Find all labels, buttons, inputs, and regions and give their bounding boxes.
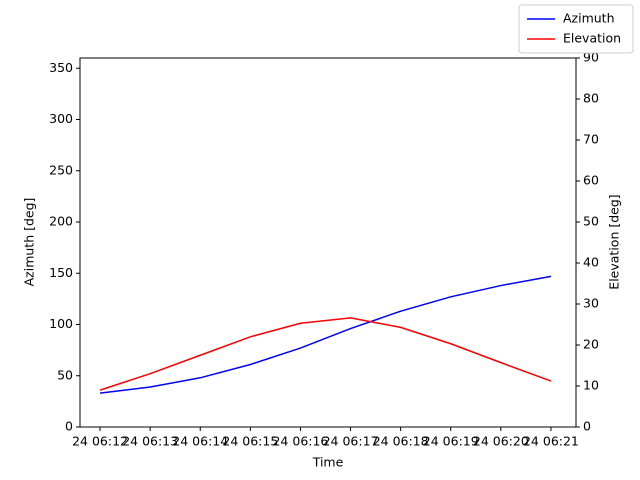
y-tick-label: 0: [65, 419, 73, 434]
x-tick-label: 24 06:16: [272, 434, 328, 449]
y2-tick-label: 50: [583, 214, 599, 229]
line-series: [99, 275, 552, 394]
x-tick-label: 24 06:14: [172, 434, 228, 449]
y2-tick-label: 40: [583, 255, 599, 270]
x-tick-label: 24 06:18: [373, 434, 429, 449]
y-tick-label: 250: [49, 162, 73, 177]
y-tick-label: 50: [57, 367, 73, 382]
plot-frame: [79, 57, 577, 428]
y-axis-label: Azimuth [deg]: [22, 198, 37, 287]
y-tick-label: 350: [49, 60, 73, 75]
y-tick-label: 200: [49, 214, 73, 229]
x-axis-label: Time: [312, 455, 344, 470]
y2-tick-label: 80: [583, 91, 599, 106]
y2-tick-label: 20: [583, 337, 599, 352]
legend-label: Azimuth: [563, 11, 615, 26]
x-tick-label: 24 06:21: [523, 434, 579, 449]
y2-tick-label: 70: [583, 132, 599, 147]
y2-tick-label: 30: [583, 296, 599, 311]
line-series: [99, 317, 552, 391]
y-tick-label: 300: [49, 111, 73, 126]
legend-box: [518, 4, 634, 54]
x-tick-label: 24 06:12: [72, 434, 128, 449]
x-tick-label: 24 06:17: [323, 434, 379, 449]
y2-tick-label: 60: [583, 173, 599, 188]
x-tick-label: 24 06:19: [423, 434, 479, 449]
y2-tick-label: 10: [583, 378, 599, 393]
legend-label: Elevation: [563, 31, 621, 46]
x-tick-label: 24 06:20: [473, 434, 529, 449]
x-tick-label: 24 06:15: [222, 434, 278, 449]
y2-tick-label: 0: [583, 419, 591, 434]
y-tick-label: 100: [49, 316, 73, 331]
x-tick-label: 24 06:13: [122, 434, 178, 449]
y2-axis-label: Elevation [deg]: [607, 194, 622, 289]
y-tick-label: 150: [49, 265, 73, 280]
